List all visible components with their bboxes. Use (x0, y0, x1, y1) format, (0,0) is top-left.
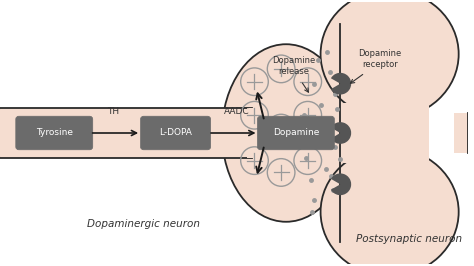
Bar (0, 108, 252, 158)
Text: Dopaminergic neuron: Dopaminergic neuron (87, 219, 200, 229)
Wedge shape (331, 173, 351, 195)
Ellipse shape (320, 0, 459, 118)
Text: Tyrosine: Tyrosine (36, 128, 73, 138)
Text: Dopamine: Dopamine (273, 128, 319, 138)
Text: Postsynaptic neuron: Postsynaptic neuron (356, 234, 463, 244)
Text: AADC: AADC (224, 107, 249, 116)
FancyBboxPatch shape (16, 116, 93, 150)
Text: Dopamine
receptor: Dopamine receptor (358, 49, 401, 69)
Wedge shape (331, 73, 351, 94)
Ellipse shape (320, 148, 459, 266)
Bar (246, 108, 266, 158)
Bar (340, 103, 429, 163)
Text: L-DOPA: L-DOPA (159, 128, 192, 138)
FancyBboxPatch shape (257, 116, 334, 150)
Text: TH: TH (108, 107, 119, 116)
Wedge shape (331, 122, 351, 144)
Text: Dopamine
release: Dopamine release (273, 56, 316, 76)
FancyBboxPatch shape (141, 116, 210, 150)
Ellipse shape (222, 44, 350, 222)
Bar (454, 113, 467, 153)
